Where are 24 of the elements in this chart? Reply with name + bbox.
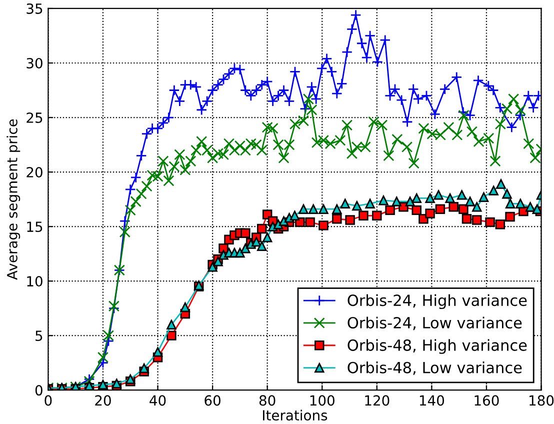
legend-label: Orbis-24, Low variance [348, 316, 522, 330]
x-tick-label: 60 [204, 395, 220, 406]
y-axis-title: Average segment price [6, 119, 20, 280]
legend-label: Orbis-24, High variance [348, 294, 527, 310]
x-tick-label: 80 [259, 395, 276, 406]
x-tick-label: 0 [44, 395, 52, 406]
x-tick-label: 120 [365, 395, 390, 406]
x-tick-label: 160 [474, 395, 499, 406]
y-tick-label: 10 [27, 276, 42, 287]
x-tick-label: 100 [310, 395, 334, 406]
legend-label: Orbis-48, Low variance [348, 362, 522, 375]
legend-label: Orbis-48, High variance [348, 339, 527, 354]
x-tick-label: 40 [150, 395, 166, 406]
y-tick-label: 20 [26, 166, 42, 178]
x-tick-label: 20 [95, 395, 111, 406]
y-tick-label: 30 [26, 58, 42, 68]
x-tick-label: 140 [420, 395, 444, 406]
y-tick-label: 5 [36, 330, 42, 342]
y-tick-label: 25 [26, 112, 42, 123]
y-tick-label: 0 [35, 385, 42, 396]
x-axis-title: Iterations [263, 410, 328, 421]
x-tick-label: 180 [530, 395, 554, 406]
y-tick-label: 35 [26, 3, 42, 14]
y-tick-label: 15 [27, 222, 42, 232]
